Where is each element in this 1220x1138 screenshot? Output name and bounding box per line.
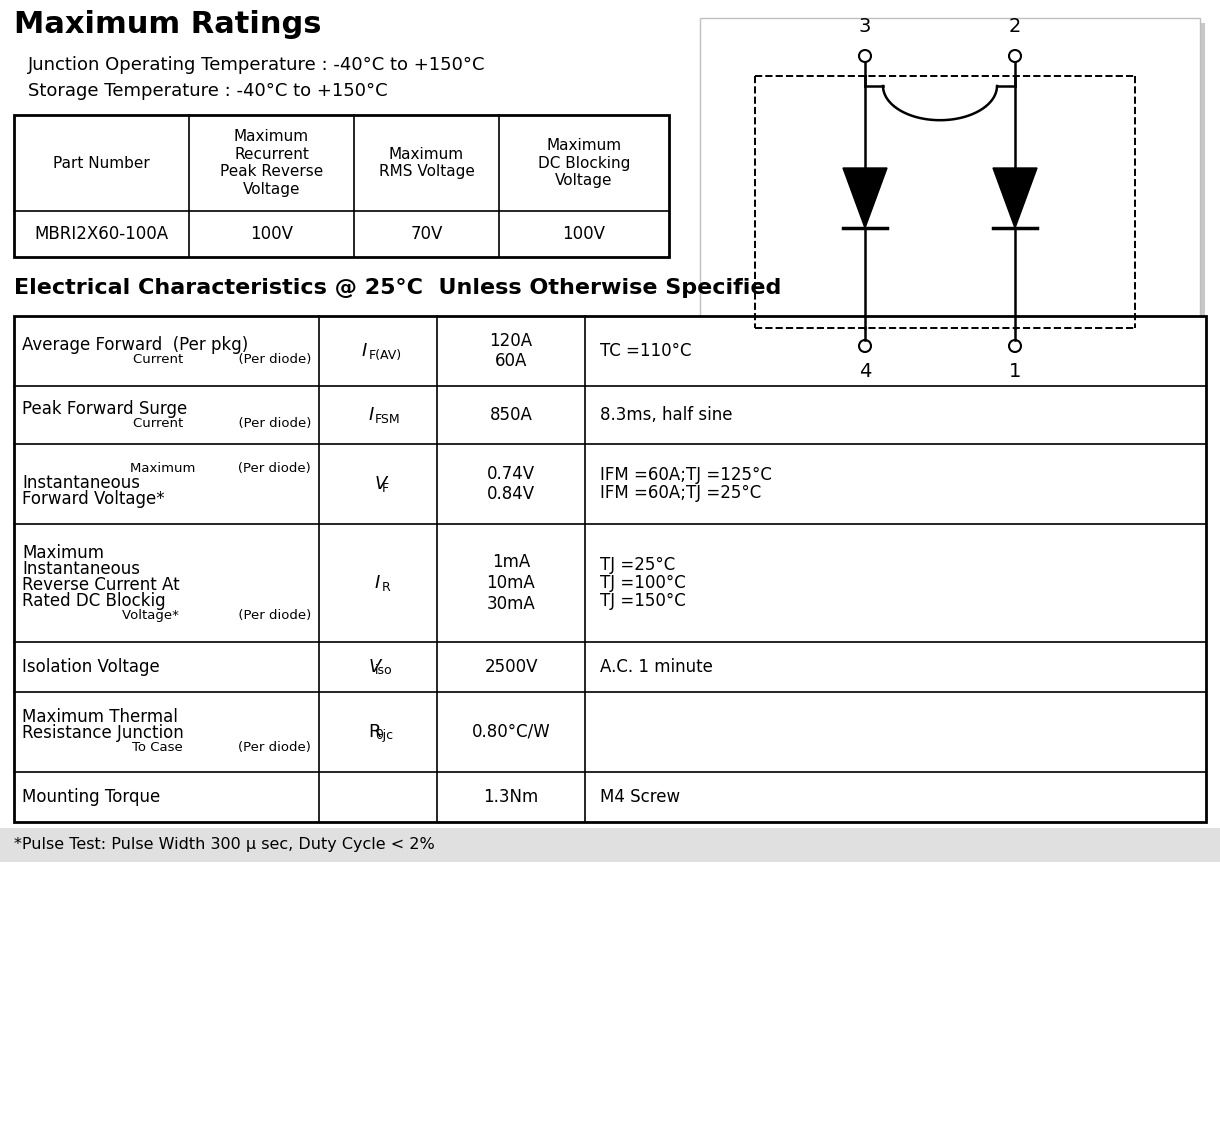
Text: Maximum
RMS Voltage: Maximum RMS Voltage	[378, 147, 475, 179]
Text: 1mA
10mA
30mA: 1mA 10mA 30mA	[487, 553, 536, 612]
Text: 4: 4	[859, 362, 871, 381]
Text: 100V: 100V	[250, 225, 293, 244]
Text: Current             (Per diode): Current (Per diode)	[133, 353, 311, 365]
Text: 70V: 70V	[410, 225, 443, 244]
Text: V: V	[368, 658, 381, 676]
Text: I: I	[362, 343, 367, 360]
Text: iso: iso	[376, 665, 393, 677]
Polygon shape	[993, 168, 1037, 228]
Text: 850A: 850A	[489, 406, 532, 424]
Text: Current             (Per diode): Current (Per diode)	[133, 417, 311, 429]
Text: Rated DC Blockig: Rated DC Blockig	[22, 592, 166, 610]
Bar	[700, 18, 1200, 378]
Text: IFM =60A;TJ =125°C: IFM =60A;TJ =125°C	[600, 465, 772, 484]
Text: Part Number: Part Number	[54, 156, 150, 171]
Text: 8.3ms, half sine: 8.3ms, half sine	[600, 406, 732, 424]
Text: IFM =60A;TJ =25°C: IFM =60A;TJ =25°C	[600, 484, 761, 502]
Text: To Case             (Per diode): To Case (Per diode)	[132, 742, 311, 754]
Text: Storage Temperature : -40°C to +150°C: Storage Temperature : -40°C to +150°C	[28, 82, 388, 100]
Text: 120A
60A: 120A 60A	[489, 331, 533, 370]
Text: 0.80°C/W: 0.80°C/W	[472, 723, 550, 741]
Text: R: R	[382, 580, 390, 594]
Text: Instantaneous: Instantaneous	[22, 473, 140, 492]
Text: I: I	[368, 406, 373, 424]
Text: 1.3Nm: 1.3Nm	[483, 787, 538, 806]
Bar	[0, 828, 1220, 861]
Text: Junction Operating Temperature : -40°C to +150°C: Junction Operating Temperature : -40°C t…	[28, 56, 486, 74]
Text: 2: 2	[1009, 17, 1021, 36]
Text: F: F	[382, 481, 389, 495]
Text: Mounting Torque: Mounting Torque	[22, 787, 160, 806]
Text: 0.74V
0.84V: 0.74V 0.84V	[487, 464, 536, 503]
Text: Average Forward  (Per pkg): Average Forward (Per pkg)	[22, 336, 248, 354]
Text: TJ =25°C: TJ =25°C	[600, 556, 675, 574]
Text: Maximum: Maximum	[22, 544, 104, 561]
Text: Resistance Junction: Resistance Junction	[22, 725, 184, 742]
Text: F(AV): F(AV)	[368, 348, 401, 362]
Text: 1: 1	[1009, 362, 1021, 381]
Text: I: I	[375, 574, 379, 592]
Text: V: V	[375, 475, 387, 493]
Text: Maximum
Recurrent
Peak Reverse
Voltage: Maximum Recurrent Peak Reverse Voltage	[220, 130, 323, 197]
Polygon shape	[843, 168, 887, 228]
Text: Electrical Characteristics @ 25°C  Unless Otherwise Specified: Electrical Characteristics @ 25°C Unless…	[13, 278, 781, 298]
Text: FSM: FSM	[376, 412, 401, 426]
Text: TJ =100°C: TJ =100°C	[600, 574, 686, 592]
Text: Maximum Ratings: Maximum Ratings	[13, 10, 322, 39]
Text: θjc: θjc	[376, 729, 393, 742]
Bar	[13, 316, 1207, 822]
Bar	[705, 23, 1205, 384]
Text: MBRI2X60-100A: MBRI2X60-100A	[34, 225, 168, 244]
Text: Isolation Voltage: Isolation Voltage	[22, 658, 160, 676]
Text: Instantaneous: Instantaneous	[22, 560, 140, 577]
Text: 2500V: 2500V	[484, 658, 538, 676]
Text: A.C. 1 minute: A.C. 1 minute	[600, 658, 712, 676]
Text: Reverse Current At: Reverse Current At	[22, 576, 179, 594]
Text: 3: 3	[859, 17, 871, 36]
Text: *Pulse Test: Pulse Width 300 μ sec, Duty Cycle < 2%: *Pulse Test: Pulse Width 300 μ sec, Duty…	[13, 838, 434, 852]
Text: Maximum
DC Blocking
Voltage: Maximum DC Blocking Voltage	[538, 138, 631, 188]
Text: 100V: 100V	[562, 225, 605, 244]
Text: Maximum          (Per diode): Maximum (Per diode)	[131, 462, 311, 475]
Text: R: R	[368, 723, 381, 741]
Text: TC =110°C: TC =110°C	[600, 343, 692, 360]
Text: Peak Forward Surge: Peak Forward Surge	[22, 399, 187, 418]
Text: TJ =150°C: TJ =150°C	[600, 592, 686, 610]
Text: M4 Screw: M4 Screw	[600, 787, 680, 806]
Text: Forward Voltage*: Forward Voltage*	[22, 489, 165, 508]
Bar	[13, 115, 669, 257]
Text: Voltage*              (Per diode): Voltage* (Per diode)	[122, 609, 311, 621]
Text: Maximum Thermal: Maximum Thermal	[22, 709, 178, 726]
